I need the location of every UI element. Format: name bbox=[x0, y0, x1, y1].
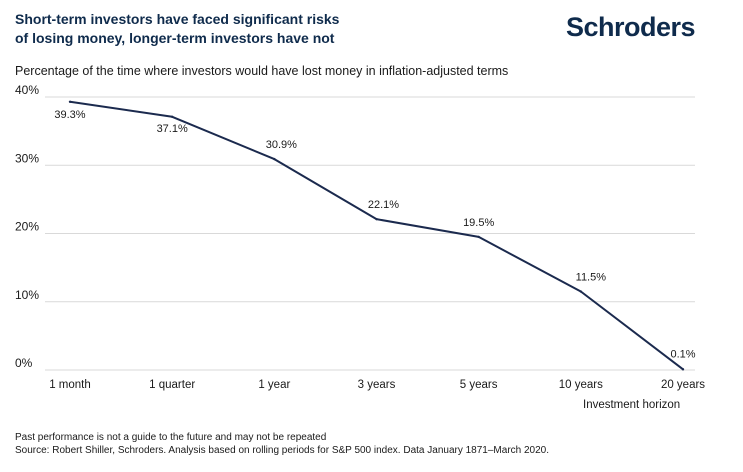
data-label: 37.1% bbox=[157, 123, 188, 135]
data-point bbox=[68, 100, 72, 103]
x-tick-label: 20 years bbox=[661, 379, 705, 391]
y-tick-label: 40% bbox=[15, 83, 39, 97]
y-tick-label: 0% bbox=[15, 356, 33, 370]
data-label: 11.5% bbox=[576, 272, 607, 284]
x-tick-label: 1 quarter bbox=[149, 379, 195, 391]
data-point bbox=[170, 115, 174, 118]
series-line-group bbox=[68, 100, 685, 371]
x-tick-label: 3 years bbox=[358, 379, 396, 391]
x-tick-label: 1 month bbox=[49, 379, 91, 391]
chart-title: Short-term investors have faced signific… bbox=[15, 10, 435, 48]
data-label: 30.9% bbox=[266, 139, 297, 151]
y-tick-label: 20% bbox=[15, 220, 39, 234]
y-tick-label: 10% bbox=[15, 288, 39, 302]
x-axis-ticks: 1 month 1 quarter 1 year 3 years 5 years 10 y… bbox=[49, 379, 705, 391]
chart-title-line-2: of losing money, longer-term investors h… bbox=[15, 30, 335, 46]
x-tick-label: 10 years bbox=[559, 379, 603, 391]
chart-subtitle: Percentage of the time where investors w… bbox=[15, 64, 509, 78]
x-tick-label: 1 year bbox=[258, 379, 290, 391]
data-labels: 39.3% 37.1% 30.9% 22.1% 19.5% 11.5% 0.1% bbox=[54, 109, 695, 361]
data-point bbox=[579, 290, 583, 293]
brand-logo: Schroders bbox=[566, 12, 696, 42]
series-line bbox=[69, 100, 684, 371]
x-axis-title: Investment horizon bbox=[583, 399, 681, 411]
chart-title-line-1: Short-term investors have faced signific… bbox=[15, 11, 340, 27]
data-label: 0.1% bbox=[670, 348, 695, 360]
data-point bbox=[477, 235, 480, 239]
data-point bbox=[273, 157, 276, 161]
footnote-source: Source: Robert Shiller, Schroders. Analy… bbox=[15, 445, 550, 456]
data-point bbox=[681, 368, 685, 371]
footnote-disclaimer: Past performance is not a guide to the f… bbox=[15, 432, 327, 443]
data-label: 22.1% bbox=[368, 199, 399, 211]
y-tick-label: 30% bbox=[15, 151, 39, 165]
y-grid bbox=[45, 96, 695, 371]
data-point bbox=[375, 217, 378, 221]
footnote: Past performance is not a guide to the f… bbox=[15, 431, 549, 457]
data-label: 39.3% bbox=[54, 109, 85, 121]
data-label: 19.5% bbox=[463, 217, 494, 229]
y-axis-ticks: 0% 10% 20% 30% 40% bbox=[15, 83, 39, 370]
x-tick-label: 5 years bbox=[460, 379, 498, 391]
